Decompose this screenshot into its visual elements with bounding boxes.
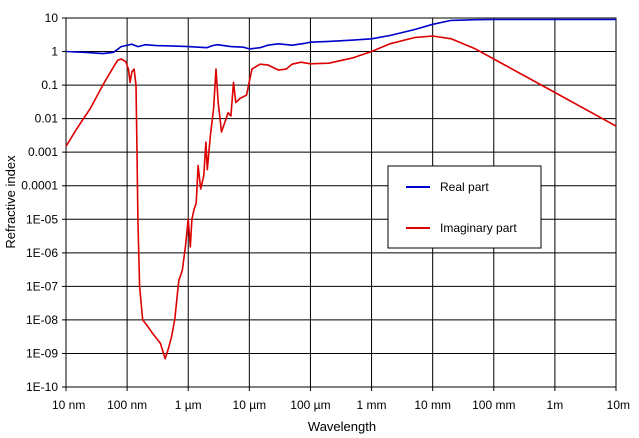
y-tick-label: 0.001 <box>28 145 58 159</box>
y-axis-label: Refractive index <box>3 155 18 249</box>
x-axis-label: Wavelength <box>308 419 376 434</box>
y-tick-label: 1E-07 <box>26 279 58 293</box>
y-tick-label: 0.0001 <box>21 179 58 193</box>
x-tick-label: 1 µm <box>175 398 202 412</box>
x-tick-label: 10m <box>607 398 630 412</box>
x-tick-label: 100 nm <box>107 398 147 412</box>
y-tick-label: 1 <box>51 45 58 59</box>
plot-frame <box>65 17 617 388</box>
y-tick-label: 1E-06 <box>26 246 58 260</box>
x-tick-label: 1 mm <box>357 398 387 412</box>
y-tick-label: 10 <box>45 11 59 25</box>
y-tick-label: 1E-10 <box>26 380 58 394</box>
y-tick-label: 0.01 <box>35 112 59 126</box>
series-line-real <box>65 18 616 55</box>
legend: Real part Imaginary part <box>387 165 542 249</box>
y-tick-label: 0.1 <box>41 78 58 92</box>
series-layer <box>65 18 617 360</box>
y-tick-label: 1E-05 <box>26 212 58 226</box>
x-tick-label: 10 mm <box>414 398 451 412</box>
legend-box <box>387 165 542 249</box>
x-tick-label: 10 µm <box>233 398 267 412</box>
series-line-imaginary <box>65 35 617 360</box>
x-tick-label: 100 mm <box>472 398 515 412</box>
x-tick-label: 100 µm <box>290 398 330 412</box>
y-tick-labels: 10 1 0.1 0.01 0.001 0.0001 1E-05 1E-06 1E-07 1E-0… <box>21 11 58 394</box>
y-tick-label: 1E-09 <box>26 346 58 360</box>
x-tick-label: 10 nm <box>52 398 85 412</box>
legend-label-imaginary: Imaginary part <box>440 221 517 235</box>
legend-label-real: Real part <box>440 180 489 194</box>
x-tick-label: 1m <box>547 398 564 412</box>
y-tick-label: 1E-08 <box>26 313 58 327</box>
x-tick-labels: 10 nm 100 nm 1 µm 10 µm 100 µm 1 mm 10 mm 100 m… <box>52 398 630 412</box>
